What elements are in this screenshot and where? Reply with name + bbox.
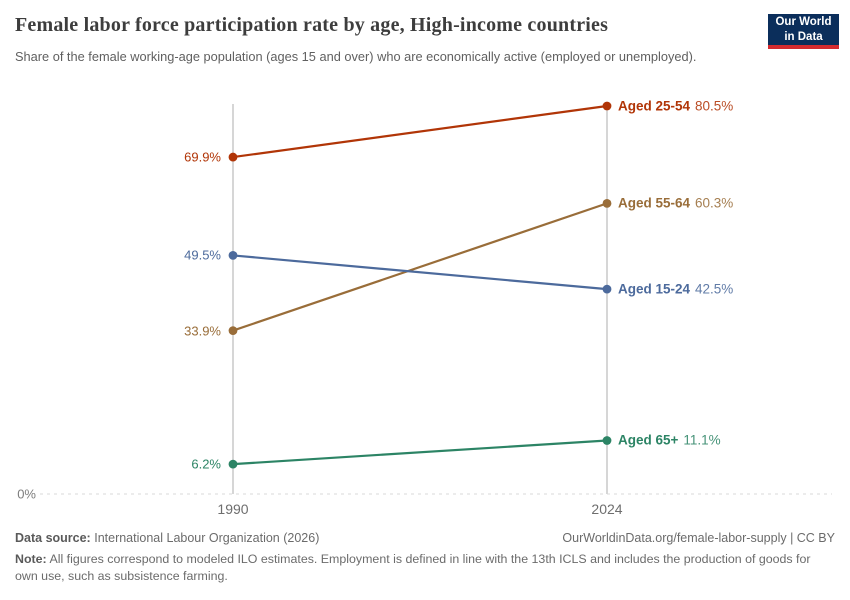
series-end-value-aged-65: 11.1% (683, 432, 721, 448)
page-title: Female labor force participation rate by… (15, 14, 609, 36)
data-source: Data source: International Labour Organi… (15, 531, 319, 545)
x-tick-start-year: 1990 (217, 501, 249, 517)
data-source-label: Data source: (15, 531, 91, 545)
series-label-aged-25-54: Aged 25-54 80.5% (618, 98, 733, 113)
series-start-value-aged-55-64: 33.9% (184, 323, 221, 339)
series-name-aged-65: Aged 65+ (618, 432, 679, 448)
series-name-aged-25-54: Aged 25-54 (618, 98, 691, 114)
x-tick-end-year: 2024 (591, 501, 623, 517)
series-end-dot-aged-15-24 (602, 284, 612, 294)
series-label-aged-55-64: Aged 55-64 60.3% (618, 196, 733, 211)
series-label-aged-15-24: Aged 15-24 42.5% (618, 282, 733, 297)
owid-logo-line2: in Data (784, 30, 823, 43)
data-source-value: International Labour Organization (2026) (94, 531, 320, 545)
series-start-dot-aged-65 (228, 459, 238, 469)
series-end-value-aged-15-24: 42.5% (695, 281, 734, 297)
owid-logo-line1: Our World (775, 16, 832, 29)
series-start-dot-aged-15-24 (228, 251, 238, 260)
series-start-dot-aged-25-54 (228, 152, 238, 162)
series-end-value-aged-55-64: 60.3% (695, 195, 734, 211)
series-start-value-aged-25-54: 69.9% (184, 149, 221, 165)
series-label-aged-65: Aged 65+ 11.1% (618, 433, 721, 448)
series-line-aged-15-24 (232, 254, 608, 291)
note-label: Note: (15, 552, 47, 566)
chart-subtitle: Share of the female working-age populati… (15, 49, 697, 64)
series-line-aged-25-54 (232, 104, 608, 159)
y-axis-zero-label: 0% (17, 486, 36, 502)
series-start-dot-aged-55-64 (228, 326, 238, 336)
series-start-value-aged-65: 6.2% (191, 456, 221, 472)
note-value: All figures correspond to modeled ILO es… (15, 552, 811, 584)
series-end-dot-aged-25-54 (602, 101, 612, 111)
series-end-value-aged-25-54: 80.5% (695, 98, 734, 114)
credit-url: OurWorldinData.org/female-labor-supply |… (562, 531, 835, 545)
chart-note: Note: All figures correspond to modeled … (15, 551, 836, 586)
series-end-dot-aged-65 (602, 436, 612, 445)
owid-logo: Our World in Data (768, 14, 839, 49)
series-line-aged-65 (232, 439, 608, 466)
series-line-aged-55-64 (232, 202, 608, 332)
series-name-aged-15-24: Aged 15-24 (618, 281, 691, 297)
series-end-dot-aged-55-64 (602, 198, 612, 208)
series-name-aged-55-64: Aged 55-64 (618, 195, 691, 211)
series-start-value-aged-15-24: 49.5% (184, 247, 221, 263)
